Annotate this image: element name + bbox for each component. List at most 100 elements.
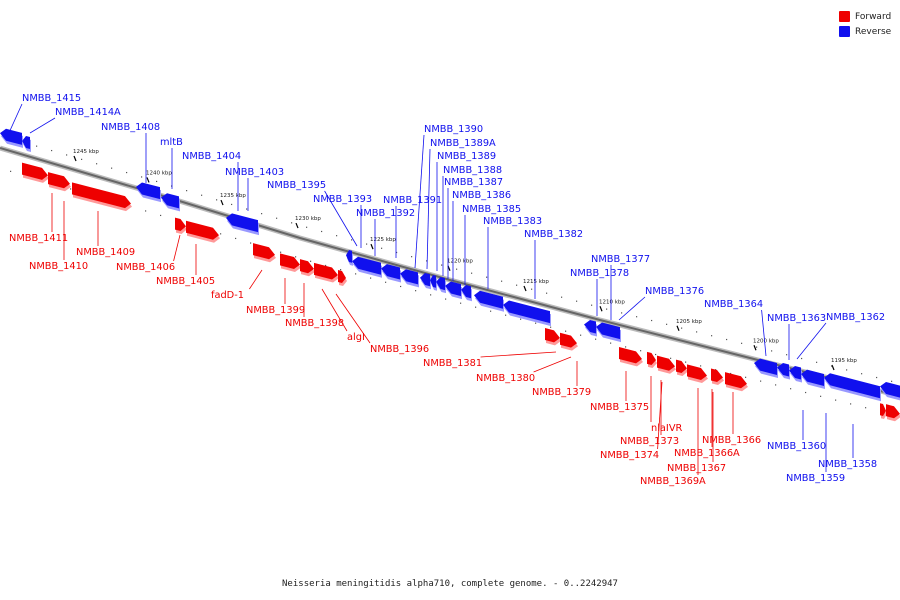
reverse-gene-arrow[interactable] bbox=[136, 182, 161, 203]
reverse-gene-label: NMBB_1390 bbox=[424, 124, 483, 135]
scale-dot bbox=[235, 237, 237, 240]
forward-gene-arrow[interactable] bbox=[22, 162, 49, 183]
scale-dot bbox=[700, 365, 702, 367]
gene-body bbox=[253, 243, 275, 260]
reverse-gene-arrow[interactable] bbox=[880, 381, 900, 401]
reverse-gene-arrow[interactable] bbox=[801, 369, 825, 389]
forward-gene-arrow[interactable] bbox=[72, 182, 132, 212]
leader-line bbox=[321, 288, 348, 332]
reverse-gene-arrow[interactable] bbox=[596, 322, 621, 343]
forward-gene-arrow[interactable] bbox=[886, 404, 900, 422]
scale-dot bbox=[711, 335, 713, 337]
scale-dot bbox=[201, 194, 203, 196]
forward-gene-arrow[interactable] bbox=[545, 328, 561, 346]
forward-gene-arrow[interactable] bbox=[657, 355, 676, 374]
scale-dot bbox=[10, 170, 12, 172]
reverse-gene-arrow[interactable] bbox=[381, 264, 401, 283]
gene-body bbox=[596, 322, 620, 340]
forward-gene-arrow[interactable] bbox=[619, 347, 643, 367]
reverse-gene-arrow[interactable] bbox=[0, 128, 23, 148]
scale-dot bbox=[580, 334, 582, 336]
scale-dot bbox=[685, 361, 687, 363]
legend-forward: Forward bbox=[839, 9, 900, 24]
reverse-gene-label: NMBB_1376 bbox=[645, 286, 704, 297]
forward-gene-label: NMBB_1379 bbox=[532, 387, 591, 398]
reverse-gene-label: NMBB_1389A bbox=[430, 138, 496, 149]
forward-gene-arrow[interactable] bbox=[300, 259, 315, 277]
scale-tick bbox=[146, 177, 150, 183]
reverse-gene-arrow[interactable] bbox=[346, 250, 353, 266]
forward-gene-label: NMBB_1398 bbox=[285, 318, 344, 329]
forward-gene-arrow[interactable] bbox=[676, 359, 688, 376]
gene-body bbox=[801, 369, 824, 386]
reverse-gene-arrow[interactable] bbox=[474, 290, 504, 312]
scale-tick-label: 1240 kbp bbox=[146, 170, 172, 176]
forward-gene-arrow[interactable] bbox=[186, 220, 220, 243]
forward-gene-arrow[interactable] bbox=[725, 372, 748, 392]
scale-tick bbox=[220, 199, 224, 206]
reverse-gene-arrow[interactable] bbox=[226, 213, 259, 236]
forward-gene-arrow[interactable] bbox=[253, 243, 276, 263]
leader-line bbox=[533, 356, 572, 373]
reverse-gene-arrow[interactable] bbox=[436, 277, 446, 294]
forward-gene-arrow[interactable] bbox=[880, 403, 887, 419]
forward-gene-arrow[interactable] bbox=[314, 262, 339, 283]
scale-dot bbox=[471, 272, 473, 274]
reverse-gene-label: NMBB_1359 bbox=[786, 473, 845, 484]
forward-gene-arrow[interactable] bbox=[338, 269, 347, 286]
reverse-gene-arrow[interactable] bbox=[824, 373, 881, 402]
reverse-gene-arrow[interactable] bbox=[445, 281, 462, 300]
reverse-gene-arrow[interactable] bbox=[754, 358, 778, 378]
forward-gene-label: NMBB_1406 bbox=[116, 262, 175, 273]
gene-body bbox=[789, 366, 801, 380]
gene-body bbox=[584, 320, 596, 334]
forward-gene-arrow[interactable] bbox=[647, 351, 657, 368]
scale-dot bbox=[370, 277, 372, 279]
forward-gene-arrow[interactable] bbox=[175, 217, 187, 234]
reverse-gene-arrow[interactable] bbox=[584, 320, 597, 337]
scale-dot bbox=[610, 342, 612, 344]
forward-gene-label: NMBB_1366A bbox=[674, 448, 740, 459]
forward-gene-arrow[interactable] bbox=[687, 364, 708, 384]
reverse-gene-arrow[interactable] bbox=[789, 366, 802, 383]
reverse-gene-label: NMBB_1377 bbox=[591, 254, 650, 265]
leader-line bbox=[29, 117, 56, 134]
reverse-gene-label: NMBB_1391 bbox=[383, 195, 442, 206]
reverse-gene-arrow[interactable] bbox=[461, 285, 472, 302]
leader-line bbox=[324, 190, 358, 247]
reverse-gene-arrow[interactable] bbox=[420, 273, 431, 290]
reverse-gene-arrow[interactable] bbox=[430, 275, 437, 291]
reverse-gene-label: NMBB_1408 bbox=[101, 122, 160, 133]
gene-body bbox=[175, 217, 186, 231]
forward-gene-label: nlaIVR bbox=[651, 423, 683, 434]
scale-dot bbox=[145, 210, 147, 212]
scale-dot bbox=[351, 239, 353, 241]
scale-dot bbox=[385, 281, 387, 283]
forward-gene-arrow[interactable] bbox=[280, 253, 301, 273]
scale-tick-label: 1205 kbp bbox=[676, 319, 702, 325]
scale-dot bbox=[520, 318, 522, 320]
scale-dot bbox=[126, 171, 128, 174]
reverse-gene-arrow[interactable] bbox=[400, 269, 419, 288]
reverse-gene-arrow[interactable] bbox=[503, 300, 551, 327]
scale-dot bbox=[415, 290, 417, 292]
scale-dot bbox=[831, 365, 833, 367]
reverse-gene-arrow[interactable] bbox=[777, 363, 790, 380]
reverse-swatch bbox=[839, 26, 850, 37]
reverse-gene-arrow[interactable] bbox=[352, 256, 382, 278]
gene-body bbox=[657, 355, 675, 371]
forward-gene-arrow[interactable] bbox=[48, 172, 71, 192]
reverse-gene-label: mltB bbox=[160, 137, 183, 148]
reverse-gene-label: NMBB_1404 bbox=[182, 151, 241, 162]
scale-dot bbox=[606, 308, 608, 310]
scale-dot bbox=[505, 314, 507, 316]
gene-body bbox=[346, 250, 352, 263]
reverse-gene-arrow[interactable] bbox=[22, 136, 31, 153]
forward-gene-arrow[interactable] bbox=[560, 332, 578, 351]
scale-dot bbox=[865, 407, 867, 409]
gene-body bbox=[381, 264, 400, 280]
gene-body bbox=[503, 300, 550, 324]
reverse-gene-arrow[interactable] bbox=[161, 193, 180, 212]
forward-gene-arrow[interactable] bbox=[711, 368, 724, 385]
